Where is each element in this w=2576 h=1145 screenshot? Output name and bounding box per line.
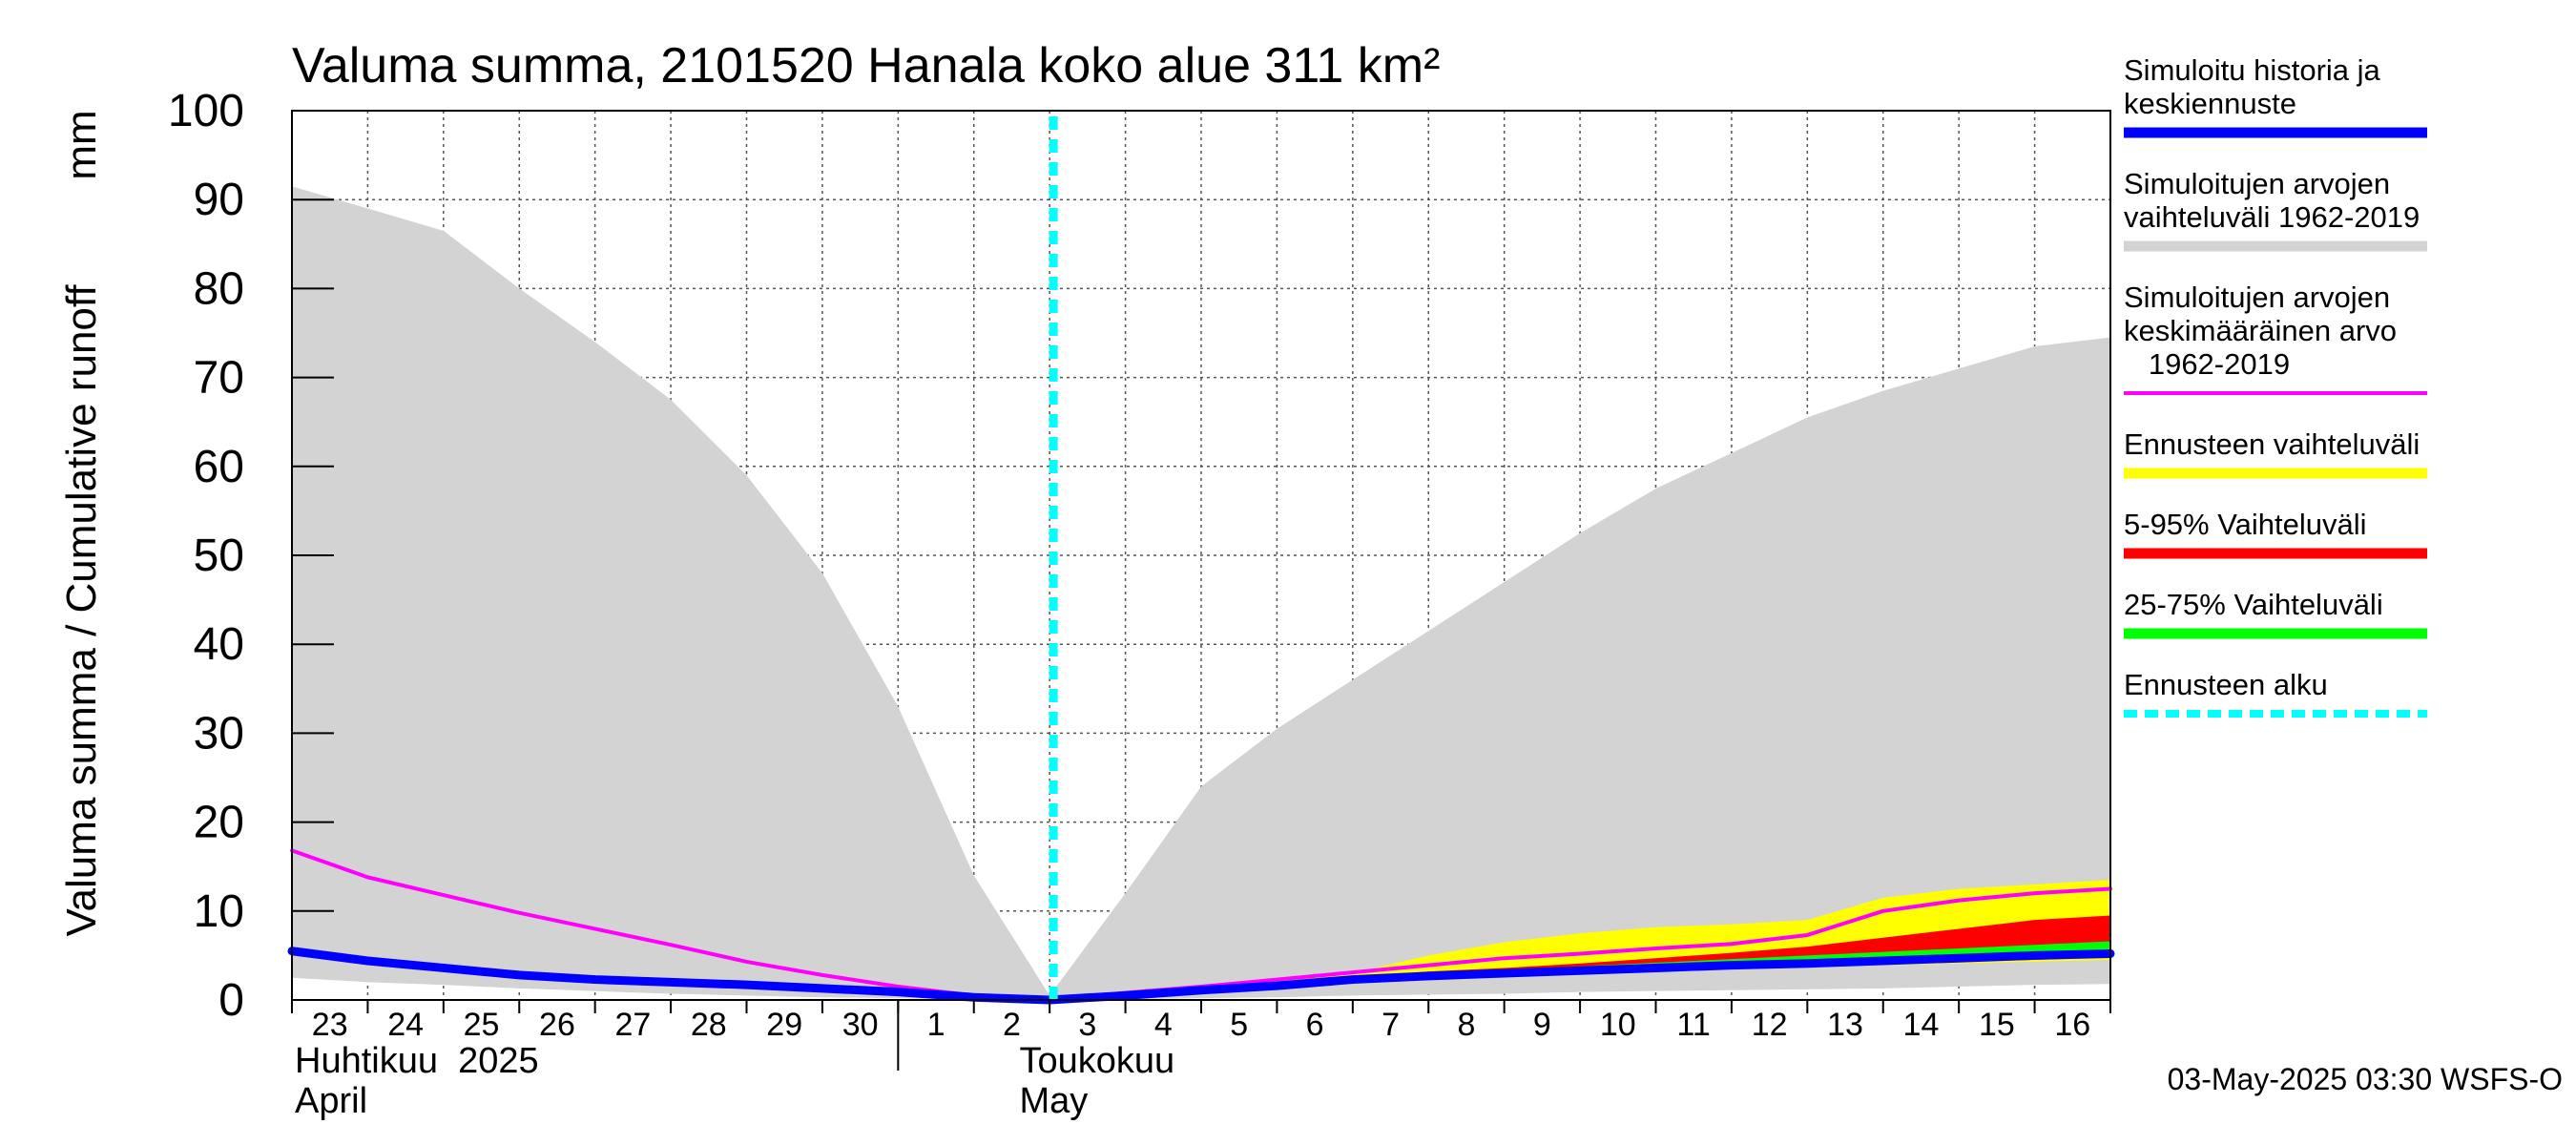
x-tick-label: 4 — [1154, 1007, 1173, 1043]
month-label-fi: Huhtikuu 2025 — [295, 1041, 539, 1081]
legend-label: keskiennuste — [2124, 87, 2296, 120]
legend-label: Simuloitu historia ja — [2124, 53, 2381, 87]
y-tick-label: 100 — [168, 86, 244, 136]
y-tick-label: 50 — [194, 531, 244, 581]
month-label-fi: Toukokuu — [1019, 1041, 1174, 1081]
x-tick-label: 5 — [1230, 1007, 1248, 1043]
x-tick-label: 29 — [766, 1007, 802, 1043]
x-tick-label: 2 — [1003, 1007, 1021, 1043]
y-tick-label: 10 — [194, 886, 244, 937]
x-tick-label: 16 — [2054, 1007, 2090, 1043]
x-tick-label: 1 — [927, 1007, 945, 1043]
x-tick-label: 27 — [614, 1007, 651, 1043]
x-tick-label: 6 — [1306, 1007, 1324, 1043]
line-simuloitu-historia-ja-keskiennuste — [287, 947, 2115, 1005]
x-tick-label: 28 — [691, 1007, 727, 1043]
y-axis-label: Valuma summa / Cumulative runoff — [58, 284, 105, 937]
x-tick-label: 3 — [1078, 1007, 1096, 1043]
y-tick-label: 60 — [194, 442, 244, 492]
y-tick-label: 0 — [218, 975, 244, 1026]
band-25-75-vaihteluv-li — [1125, 941, 2110, 998]
x-tick-label: 23 — [312, 1007, 348, 1043]
legend-label: Simuloitujen arvojen — [2124, 281, 2390, 314]
legend-label: Simuloitujen arvojen — [2124, 167, 2390, 200]
x-tick-label: 8 — [1457, 1007, 1475, 1043]
x-tick-label: 7 — [1381, 1007, 1400, 1043]
x-tick-label: 26 — [539, 1007, 575, 1043]
month-label-en: May — [1019, 1081, 1088, 1121]
y-tick-label: 80 — [194, 263, 244, 314]
chart-title: Valuma summa, 2101520 Hanala koko alue 3… — [292, 38, 1440, 94]
legend-label: 25-75% Vaihteluväli — [2124, 588, 2383, 621]
series-lines — [287, 848, 2115, 1005]
legend-label: 1962-2019 — [2124, 347, 2290, 381]
x-tick-label: 24 — [387, 1007, 424, 1043]
y-axis: 0 10 20 30 40 50 60 70 80 90 100 — [168, 86, 334, 1026]
x-axis: 23 24 25 26 27 28 29 30 1 2 3 4 5 6 7 8 9 10 11 12 13 14 15 16 — [291, 1000, 2111, 1071]
x-tick-label: 14 — [1903, 1007, 1940, 1043]
band-ennusteen-vaihteluv-li — [1125, 880, 2110, 998]
x-tick-label: 9 — [1533, 1007, 1551, 1043]
band-simuloitujen-arvojen-vaihteluv-li-1962-2019 — [292, 186, 2110, 1001]
x-tick-label: 15 — [1979, 1007, 2015, 1043]
x-tick-label: 30 — [842, 1007, 879, 1043]
y-axis-unit: mm — [58, 110, 105, 179]
timestamp-footer: 03-May-2025 03:30 WSFS-O — [2168, 1062, 2563, 1096]
y-tick-label: 90 — [194, 175, 244, 225]
x-tick-label: 25 — [464, 1007, 500, 1043]
x-tick-label: 12 — [1752, 1007, 1788, 1043]
y-tick-label: 70 — [194, 353, 244, 404]
y-tick-label: 20 — [194, 798, 244, 848]
x-tick-label: 11 — [1677, 1007, 1711, 1043]
x-tick-label: 10 — [1600, 1007, 1636, 1043]
legend-label: 5-95% Vaihteluväli — [2124, 508, 2366, 541]
y-tick-label: 30 — [194, 708, 244, 759]
y-tick-label: 40 — [194, 619, 244, 670]
legend-label: keskimääräinen arvo — [2124, 314, 2397, 347]
grid — [292, 110, 2110, 1001]
x-tick-label: 13 — [1827, 1007, 1863, 1043]
legend-label: vaihteluväli 1962-2019 — [2124, 200, 2420, 234]
month-label-en: April — [295, 1081, 367, 1121]
legend-label: Ennusteen vaihteluväli — [2124, 427, 2420, 461]
legend-label: Ennusteen alku — [2124, 668, 2328, 701]
